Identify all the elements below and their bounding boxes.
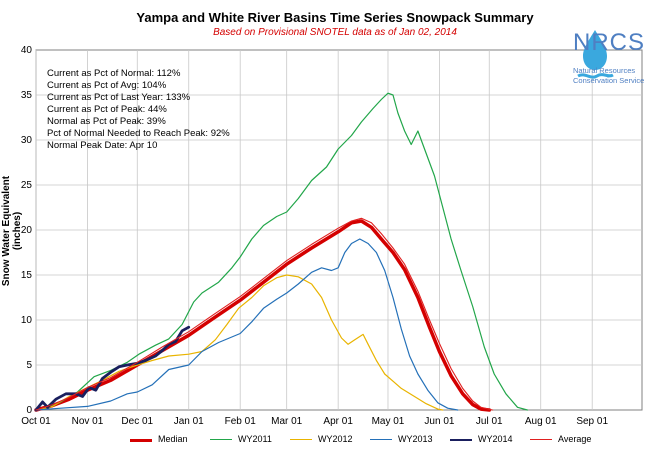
y-tick-label: 20 <box>21 225 33 236</box>
stat-line: Current as Pct of Peak: 44% <box>47 104 167 115</box>
legend-swatch <box>530 439 552 440</box>
legend-label: WY2011 <box>238 434 272 444</box>
legend-swatch <box>210 439 232 440</box>
x-tick-label: Jan 01 <box>174 416 204 427</box>
stat-line: Current as Pct of Normal: 112% <box>47 68 181 79</box>
legend-label: WY2014 <box>478 434 513 444</box>
x-tick-label: Oct 01 <box>21 416 51 427</box>
stat-line: Pct of Normal Needed to Reach Peak: 92% <box>47 128 230 139</box>
series-line-average <box>35 217 494 411</box>
logo-subtitle: Conservation Service <box>573 76 645 85</box>
x-tick-label: Mar 01 <box>271 416 303 427</box>
logo-name: NRCS <box>573 29 646 56</box>
x-tick-label: Sep 01 <box>576 416 608 427</box>
water-drop-icon <box>577 30 614 79</box>
x-tick-label: Aug 01 <box>525 416 557 427</box>
chart-title: Yampa and White River Basins Time Series… <box>136 10 534 25</box>
stats-box: Current as Pct of Normal: 112% Current a… <box>47 68 230 152</box>
x-tick-label: Jun 01 <box>424 416 454 427</box>
y-tick-label: 10 <box>21 315 33 326</box>
x-tick-label: Jul 01 <box>476 416 503 427</box>
stat-line: Normal as Pct of Peak: 39% <box>47 116 166 127</box>
series-line-wy2013 <box>35 238 459 411</box>
y-tick-label: 15 <box>21 270 33 281</box>
series-line-wy2011 <box>35 92 528 411</box>
y-tick-label: 25 <box>21 180 33 191</box>
legend-label: Median <box>158 434 188 444</box>
legend-swatch <box>370 439 392 440</box>
legend-label: Average <box>558 434 592 444</box>
legend-swatch <box>450 439 472 441</box>
series-line-wy2014 <box>34 325 191 412</box>
x-tick-label: May 01 <box>372 416 405 427</box>
x-tick-label: Nov 01 <box>72 416 104 427</box>
stat-line: Normal Peak Date: Apr 10 <box>47 140 158 151</box>
y-tick-label: 40 <box>21 45 33 56</box>
legend-label: WY2013 <box>398 434 433 444</box>
x-tick-label: Dec 01 <box>121 416 153 427</box>
series-line-wy2012 <box>35 274 444 411</box>
y-tick-label: 0 <box>26 405 32 416</box>
stat-line: Current as Pct of Avg: 104% <box>47 80 167 91</box>
y-tick-label: 30 <box>21 135 33 146</box>
legend-label: WY2012 <box>318 434 353 444</box>
stat-line: Current as Pct of Last Year: 133% <box>47 92 191 103</box>
chart-subtitle: Based on Provisional SNOTEL data as of J… <box>213 27 457 38</box>
y-tick-label: 35 <box>21 90 33 101</box>
y-tick-label: 5 <box>26 360 32 371</box>
legend-swatch <box>290 439 312 440</box>
legend-swatch <box>130 439 152 442</box>
x-tick-label: Feb 01 <box>225 416 257 427</box>
logo-subtitle: Natural Resources <box>573 66 636 75</box>
series-line-median <box>34 219 492 412</box>
x-tick-label: Apr 01 <box>323 416 353 427</box>
y-axis-label: Snow Water Equivalent (inches) <box>1 175 23 287</box>
